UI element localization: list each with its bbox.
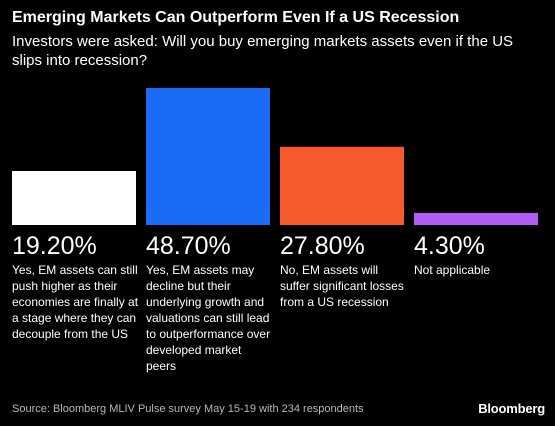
category-label-0: Yes, EM assets can still push higher as …	[12, 263, 139, 341]
source-note: Source: Bloomberg MLIV Pulse survey May …	[12, 403, 364, 415]
category-label-3: Not applicable	[414, 263, 491, 277]
value-label-1: 48.70%	[146, 232, 231, 260]
bar-3	[414, 212, 538, 225]
bloomberg-logo: Bloomberg	[478, 401, 545, 416]
chart-subtitle: Investors were asked: Will you buy emerg…	[12, 33, 514, 69]
value-label-3: 4.30%	[414, 232, 485, 260]
value-label-0: 19.20%	[12, 232, 97, 260]
chart-title: Emerging Markets Can Outperform Even If …	[12, 9, 460, 26]
value-label-2: 27.80%	[280, 232, 365, 260]
bar-2	[280, 146, 404, 225]
bar-1	[146, 88, 270, 225]
category-label-1: Yes, EM assets may decline but their und…	[146, 263, 271, 373]
bar-0	[12, 170, 136, 225]
category-label-2: No, EM assets will suffer significant lo…	[280, 263, 404, 309]
